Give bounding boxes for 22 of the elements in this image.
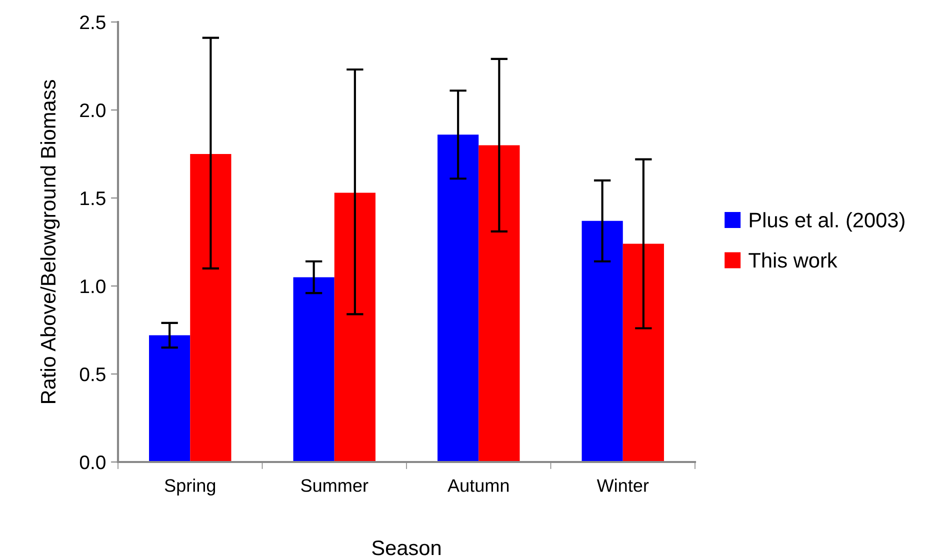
legend-label: This work <box>748 252 838 268</box>
y-tick-label: 1.0 <box>80 279 106 294</box>
x-tick-label: Summer <box>301 479 368 492</box>
y-axis-title: Ratio Above/Belowground Biomass <box>40 80 60 403</box>
y-tick-label: 1.5 <box>80 192 106 206</box>
bar <box>334 192 376 462</box>
bar <box>438 134 479 462</box>
x-tick-label: Winter <box>596 478 649 492</box>
y-tick-label: 2.5 <box>80 15 106 30</box>
bar <box>293 277 334 462</box>
legend-label: Plus et al. (2003) <box>750 212 904 232</box>
x-tick-label: Spring <box>164 478 216 496</box>
bar <box>190 154 232 462</box>
bar <box>622 244 664 462</box>
y-tick-label: 2.0 <box>80 103 106 118</box>
y-tick-label: 0.0 <box>80 455 106 470</box>
y-tick-label: 0.5 <box>80 367 106 382</box>
bar <box>149 335 190 462</box>
bar <box>582 220 623 462</box>
x-axis-title: Season <box>372 540 440 556</box>
bar <box>478 145 520 462</box>
x-tick-label: Autumn <box>448 479 509 492</box>
